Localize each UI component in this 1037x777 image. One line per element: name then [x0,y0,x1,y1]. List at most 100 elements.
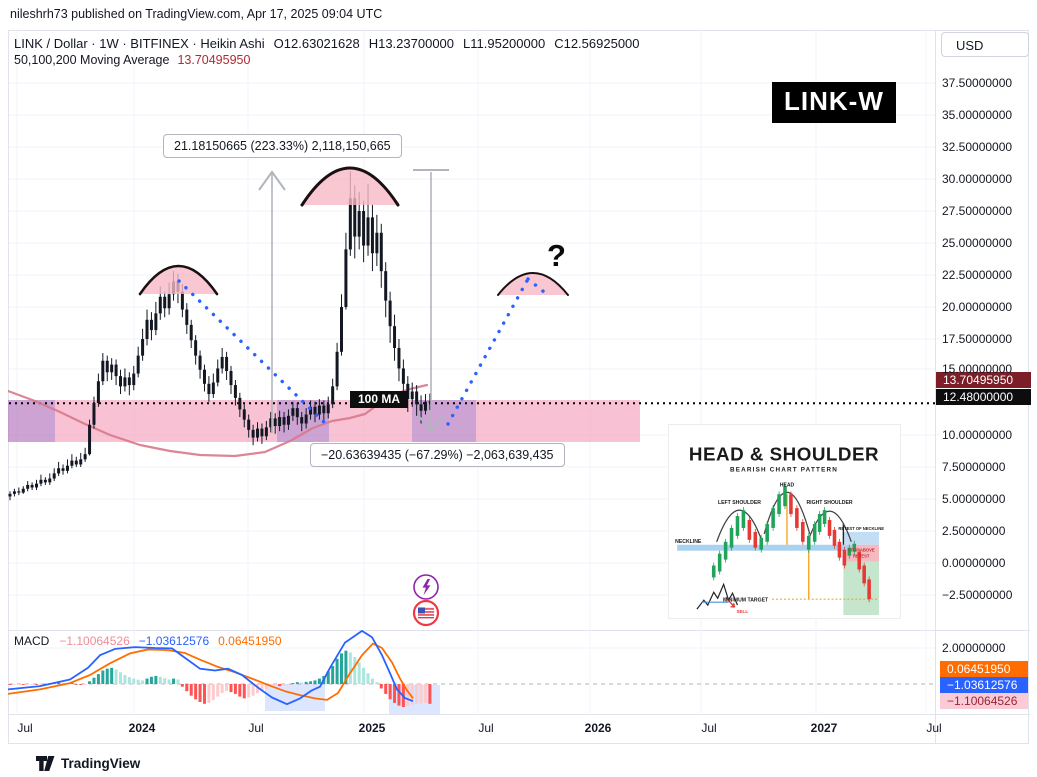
candle-body [335,351,339,387]
macd-hist-bar [74,684,78,685]
candle-body [242,409,246,420]
hs-mini-candle-body [747,520,752,540]
projection-dotted-path[interactable] [177,279,331,429]
candle-body [344,249,348,307]
candle-body [189,324,193,341]
hs-left-shoulder-label: LEFT SHOULDER [718,500,761,506]
hs-mini-candle-body [759,537,764,550]
macd-hist-bar [295,682,299,684]
macd-hist-bar [127,677,131,684]
macd-signal-line [8,642,414,701]
hs-neckline-label: NECKLINE [675,539,702,545]
macd-hist-bar [172,678,176,684]
macd-title[interactable]: MACD [14,634,50,648]
time-tick-label: Jul [17,721,33,735]
candle-body [185,309,189,325]
macd-hist-bar [198,684,202,702]
hs-head-arc [763,491,811,535]
price-tick-label: 27.50000000 [942,204,1013,218]
hs-neckline-band [677,544,852,551]
candle-body [96,381,100,403]
price-tick-label: 2.00000000 [942,641,1006,655]
hs-mini-candle-body [801,521,805,542]
hs-mini-candle-body [771,508,775,528]
price-chart-canvas[interactable] [8,30,1029,744]
symbol-title[interactable]: LINK / Dollar · 1W · BITFINEX · Heikin A… [14,36,265,51]
measure-up-label[interactable]: 21.18150665 (223.33%) 2,118,150,665 [163,134,402,158]
candle-body [21,488,25,493]
hs-mini-candle-body [741,510,746,528]
price-tick-label: 15.00000000 [942,362,1013,376]
macd-hist-bar [238,684,242,697]
macd-hist-bar [357,662,361,684]
macd-hist-bar [114,669,118,684]
ohlc-close: C12.56925000 [554,36,640,51]
hs-mini-candle-body [857,551,862,570]
macd-hist-bar [21,684,25,685]
tradingview-footer[interactable]: TradingView [36,755,140,772]
time-axis[interactable]: Jul 2024 Jul 2025 Jul 2026 Jul 2027 Jul [8,715,1030,744]
time-tick-label: 2027 [810,721,838,735]
macd-hist-bar [353,657,357,684]
symbol-legend: LINK / Dollar · 1W · BITFINEX · Heikin A… [14,36,640,51]
currency-toggle-button[interactable]: USD [941,32,1029,57]
hs-mini-candle-body [852,543,857,552]
time-axis-divider [8,714,1030,715]
candle-body [291,408,295,416]
macd-hist-bar [384,684,388,694]
macd-hist-bar [300,682,304,684]
price-tick-label: 5.00000000 [942,492,1006,506]
candle-body [207,383,211,395]
hs-mini-candle-body [735,516,740,536]
macd-hist-bar [145,678,149,684]
hs-mini-candle-body [717,553,722,572]
price-tick-label: 35.00000000 [942,108,1013,122]
price-tick-label: 32.50000000 [942,140,1013,154]
macd-hist-bar [101,670,105,684]
macd-hist-bar [189,684,193,696]
macd-hist-bar [70,682,74,684]
hs-mini-candle-body [837,541,842,558]
macd-hist-bar [304,681,308,684]
hs-mini-candle-body [867,579,871,600]
published-byline: nileshrh73 published on TradingView.com,… [10,7,383,21]
candle-body [145,319,149,339]
hs-stop-zone [843,544,880,562]
hs-mini-candle-body [753,531,758,548]
head-arc[interactable] [300,166,400,207]
right_shoulder-arc[interactable] [497,272,569,296]
left_shoulder-arc[interactable] [138,264,219,296]
measure-down-label[interactable]: −20.63639435 (−67.29%) −2,063,639,435 [310,443,565,467]
hs-retest-label: RETEST OF NECKLINE [838,526,884,531]
candle-body [229,371,233,386]
price-axis[interactable]: 13.70495950 12.48000000 0.06451950 −1.03… [936,30,1036,714]
macd-hist-bar [415,684,419,705]
candle-body [26,484,30,489]
macd-hist-bar [119,672,122,684]
macd-hist-bar [362,667,366,684]
price-tick-label: 10.00000000 [942,428,1013,442]
candle-body [384,271,388,301]
macd-hist-bar [123,675,127,684]
candle-body [141,339,145,356]
price-tick-label: 7.50000000 [942,460,1006,474]
hs-mini-candle-body [862,565,866,584]
hs-card-subtitle: BEARISH CHART PATTERN [730,467,838,474]
tradingview-footer-label: TradingView [61,756,141,771]
macd-hist-bar [185,684,189,692]
pane-divider[interactable] [8,630,1030,631]
time-tick-label: Jul [478,721,494,735]
question-mark-annotation[interactable]: ? [547,238,566,273]
candle-body [251,429,255,438]
ma-indicator-label[interactable]: 50,100,200 Moving Average [14,53,170,67]
candle-body [397,347,401,369]
macd-hist-bar [110,667,114,684]
candle-body [264,427,268,437]
macd-hist-bar [12,684,16,685]
projection-dotted-path[interactable] [446,277,530,426]
macd-hist-bar [154,675,158,684]
candle-body [238,397,242,410]
candle-body [357,211,361,237]
candle-body [8,493,12,497]
ma-100-flag[interactable]: 100 MA [350,391,409,408]
